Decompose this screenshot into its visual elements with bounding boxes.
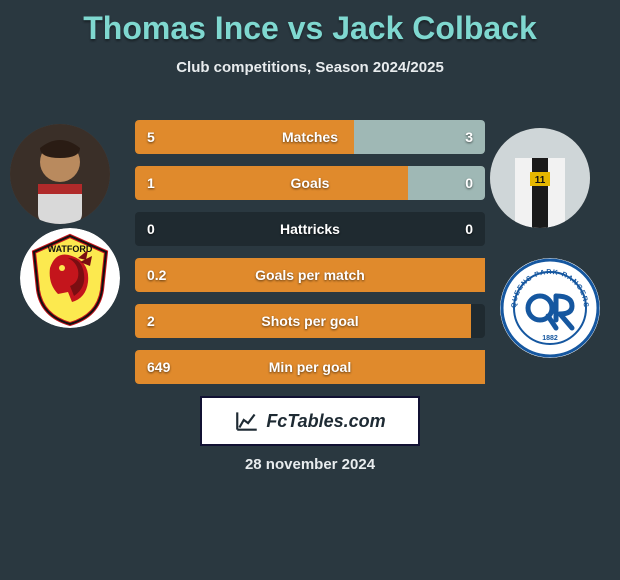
stat-label: Min per goal: [135, 350, 485, 384]
stat-row: 10Goals: [135, 166, 485, 200]
stat-row: 2Shots per goal: [135, 304, 485, 338]
page-title: Thomas Ince vs Jack Colback: [0, 0, 620, 47]
date-label: 28 november 2024: [0, 456, 620, 473]
branding-badge: FcTables.com: [200, 396, 420, 446]
stat-label: Matches: [135, 120, 485, 154]
stat-row: 0.2Goals per match: [135, 258, 485, 292]
stat-row: 53Matches: [135, 120, 485, 154]
stat-row: 649Min per goal: [135, 350, 485, 384]
branding-text: FcTables.com: [266, 411, 385, 432]
stat-label: Shots per goal: [135, 304, 485, 338]
chart-icon: [234, 408, 260, 434]
svg-text:11: 11: [535, 175, 546, 186]
stat-label: Goals: [135, 166, 485, 200]
stat-label: Goals per match: [135, 258, 485, 292]
stat-label: Hattricks: [135, 212, 485, 246]
right-player-portrait: 11: [490, 128, 590, 228]
stat-bars: 53Matches 10Goals 00Hattricks 0.2Goals per …: [135, 120, 485, 396]
left-club-crest: WATFORD: [20, 228, 120, 328]
svg-text:1882: 1882: [542, 335, 558, 342]
stat-row: 00Hattricks: [135, 212, 485, 246]
left-player-portrait: [10, 124, 110, 224]
subtitle: Club competitions, Season 2024/2025: [0, 59, 620, 76]
right-club-crest: QUEENS PARK RANGERS 1882: [500, 258, 600, 358]
